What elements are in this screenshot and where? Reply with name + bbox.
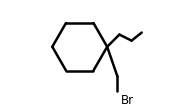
- Text: Br: Br: [120, 94, 133, 106]
